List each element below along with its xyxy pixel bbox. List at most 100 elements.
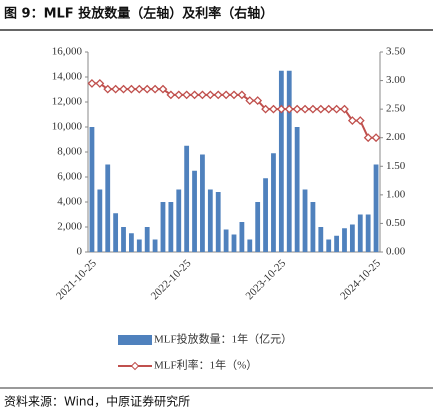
bar	[192, 170, 197, 252]
bar	[168, 202, 174, 252]
y-tick-label: 0	[77, 246, 83, 258]
rate-marker	[300, 104, 310, 114]
bar	[373, 164, 379, 252]
bar	[121, 227, 126, 252]
y2-tick-label: 2.50	[386, 103, 406, 115]
rate-marker	[261, 104, 270, 114]
y-tick-label: 16,000	[52, 46, 83, 58]
legend-swatch	[118, 335, 152, 345]
bar	[255, 202, 261, 252]
rate-marker	[142, 84, 152, 94]
x-tick-label: 2021-10-25	[54, 257, 99, 302]
bar	[89, 127, 95, 252]
y-tick-label: 4,000	[57, 196, 82, 208]
rate-marker	[182, 90, 192, 100]
rate-marker	[134, 84, 144, 94]
bar	[97, 189, 103, 252]
bar	[263, 178, 268, 252]
bar	[136, 239, 142, 252]
rate-marker	[166, 90, 176, 100]
rate-marker	[284, 104, 294, 114]
bar	[105, 164, 111, 252]
rate-marker	[237, 90, 247, 100]
bar	[247, 239, 253, 252]
rate-marker	[253, 96, 263, 105]
rate-marker	[213, 90, 223, 100]
rate-marker	[292, 104, 302, 114]
y2-tick-label: 1.00	[386, 188, 406, 200]
bar	[286, 70, 292, 252]
y2-tick-label: 3.50	[386, 46, 406, 58]
y2-tick-label: 2.00	[386, 131, 406, 143]
bar	[207, 189, 213, 252]
legend-label: MLF利率：1年（%）	[154, 358, 257, 372]
rate-marker	[308, 104, 318, 114]
bar	[223, 229, 229, 252]
bar	[318, 227, 324, 252]
rate-marker	[332, 104, 342, 114]
x-tick-label: 2022-10-25	[149, 257, 194, 302]
rate-marker	[371, 133, 381, 143]
y2-tick-label: 3.00	[386, 74, 406, 86]
bar	[342, 228, 347, 252]
bar	[160, 202, 166, 252]
y2-tick-label: 1.50	[386, 160, 406, 172]
x-tick-label: 2023-10-25	[243, 257, 288, 302]
rate-marker	[363, 133, 373, 143]
rate-marker	[205, 90, 215, 100]
y-tick-label: 14,000	[52, 71, 83, 83]
rate-marker	[198, 90, 207, 100]
x-tick-label: 2024-10-25	[338, 257, 383, 302]
rate-marker	[111, 84, 121, 94]
bar	[144, 227, 150, 252]
rate-marker	[174, 90, 184, 100]
bar	[231, 234, 237, 252]
bar	[278, 70, 284, 252]
bar	[152, 239, 158, 252]
legend-marker	[130, 361, 140, 371]
rate-marker	[355, 116, 365, 125]
rate-marker	[347, 116, 357, 125]
rate-marker	[103, 84, 113, 94]
bar	[239, 222, 245, 252]
rate-marker	[245, 96, 255, 105]
rate-marker	[269, 104, 278, 114]
y-tick-label: 8,000	[57, 146, 82, 158]
bar	[176, 189, 182, 252]
source: 资料来源：Wind，中原证券研究所	[4, 394, 190, 409]
y-tick-label: 12,000	[52, 96, 83, 108]
rate-marker	[221, 90, 231, 100]
rate-marker	[316, 104, 326, 114]
bar	[294, 127, 300, 252]
rate-marker	[150, 84, 160, 94]
bar	[184, 145, 190, 252]
legend-label: MLF投放数量：1年（亿元）	[154, 332, 292, 346]
rate-marker	[276, 104, 286, 114]
bar	[215, 192, 221, 252]
y2-tick-label: 0.50	[386, 217, 406, 229]
rate-marker	[87, 79, 97, 88]
y2-tick-label: 0.00	[386, 246, 406, 258]
rate-marker	[324, 104, 334, 114]
bar	[200, 154, 205, 252]
y-tick-label: 10,000	[52, 121, 83, 133]
rate-marker	[158, 84, 168, 94]
bar	[271, 153, 276, 252]
y-tick-label: 6,000	[57, 171, 82, 183]
rate-marker	[119, 84, 128, 94]
rate-marker	[95, 79, 105, 88]
rate-marker	[190, 90, 199, 100]
rate-marker	[340, 104, 349, 114]
bar	[349, 224, 355, 252]
chart-title: 图 9：MLF 投放数量（左轴）及利率（右轴）	[4, 6, 273, 22]
bar	[357, 214, 363, 252]
bar	[326, 239, 332, 252]
bar	[334, 235, 339, 252]
rate-marker	[126, 84, 136, 94]
bar	[113, 213, 119, 252]
bar	[365, 214, 371, 252]
bar	[302, 189, 308, 252]
bar	[129, 233, 134, 252]
rate-marker	[229, 90, 239, 100]
